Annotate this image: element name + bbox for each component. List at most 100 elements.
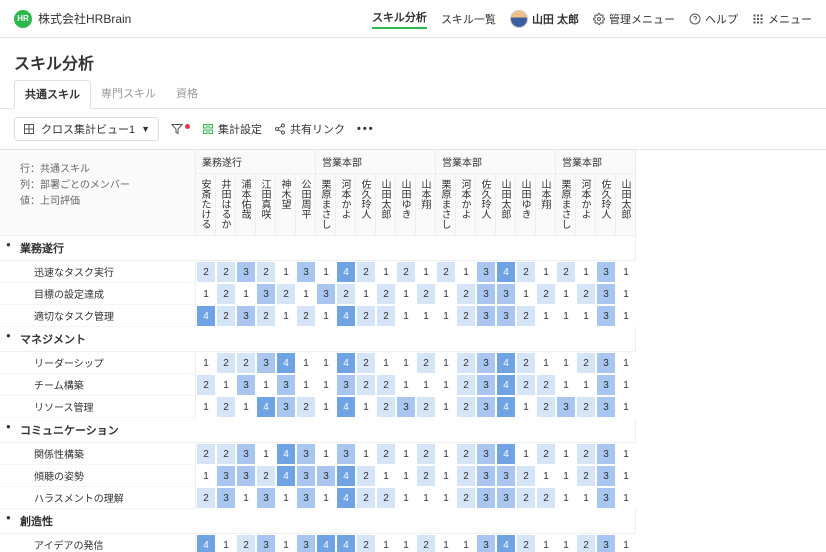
cell[interactable]: 3 xyxy=(476,374,496,396)
cell[interactable]: 2 xyxy=(356,534,376,552)
cell[interactable]: 2 xyxy=(236,534,256,552)
share-link-button[interactable]: 共有リンク xyxy=(274,121,345,137)
cell[interactable]: 1 xyxy=(316,443,336,465)
cell[interactable]: 1 xyxy=(616,487,636,509)
cell[interactable]: 3 xyxy=(216,487,236,509)
cell[interactable]: 1 xyxy=(536,352,556,374)
cell[interactable]: 3 xyxy=(256,283,276,305)
nav-skill-analysis[interactable]: スキル分析 xyxy=(372,9,427,29)
cell[interactable]: 2 xyxy=(416,443,436,465)
cell[interactable]: 1 xyxy=(376,465,396,487)
cell[interactable]: 2 xyxy=(276,283,296,305)
cell[interactable]: 3 xyxy=(596,352,616,374)
cell[interactable]: 1 xyxy=(276,534,296,552)
cell[interactable]: 1 xyxy=(256,443,276,465)
cell[interactable]: 1 xyxy=(536,305,556,327)
cell[interactable]: 1 xyxy=(356,396,376,418)
cell[interactable]: 2 xyxy=(216,352,236,374)
cell[interactable]: 3 xyxy=(276,396,296,418)
cell[interactable]: 1 xyxy=(356,443,376,465)
cell[interactable]: 2 xyxy=(376,283,396,305)
cell[interactable]: 2 xyxy=(356,352,376,374)
cell[interactable]: 1 xyxy=(436,443,456,465)
cell[interactable]: 3 xyxy=(336,443,356,465)
cell[interactable]: 1 xyxy=(616,443,636,465)
cell[interactable]: 2 xyxy=(376,374,396,396)
nav-admin-menu[interactable]: 管理メニュー xyxy=(593,11,675,27)
cell[interactable]: 2 xyxy=(456,443,476,465)
cell[interactable]: 1 xyxy=(196,352,216,374)
cell[interactable]: 3 xyxy=(596,374,616,396)
cell[interactable]: 2 xyxy=(256,261,276,283)
cell[interactable]: 2 xyxy=(216,443,236,465)
cell[interactable]: 3 xyxy=(476,487,496,509)
cell[interactable]: 1 xyxy=(416,374,436,396)
cell[interactable]: 3 xyxy=(256,487,276,509)
cell[interactable]: 2 xyxy=(456,305,476,327)
cell[interactable]: 2 xyxy=(516,487,536,509)
cell[interactable]: 4 xyxy=(196,534,216,552)
cell[interactable]: 3 xyxy=(596,487,616,509)
cell[interactable]: 1 xyxy=(536,465,556,487)
cell[interactable]: 2 xyxy=(536,283,556,305)
category-0[interactable]: ●業務遂行 xyxy=(0,236,636,261)
cell[interactable]: 1 xyxy=(616,261,636,283)
cell[interactable]: 2 xyxy=(376,443,396,465)
cell[interactable]: 2 xyxy=(436,261,456,283)
cell[interactable]: 1 xyxy=(276,487,296,509)
cell[interactable]: 3 xyxy=(476,283,496,305)
cell[interactable]: 1 xyxy=(516,443,536,465)
cell[interactable]: 2 xyxy=(416,283,436,305)
cell[interactable]: 2 xyxy=(356,374,376,396)
cell[interactable]: 4 xyxy=(256,396,276,418)
cell[interactable]: 2 xyxy=(576,534,596,552)
cell[interactable]: 1 xyxy=(376,534,396,552)
cell[interactable]: 1 xyxy=(396,465,416,487)
cell[interactable]: 1 xyxy=(576,305,596,327)
cell[interactable]: 1 xyxy=(516,396,536,418)
cell[interactable]: 1 xyxy=(556,465,576,487)
cell[interactable]: 3 xyxy=(596,465,616,487)
cell[interactable]: 1 xyxy=(436,283,456,305)
category-2[interactable]: ●コミュニケーション xyxy=(0,418,636,443)
cell[interactable]: 2 xyxy=(536,396,556,418)
cell[interactable]: 2 xyxy=(196,374,216,396)
cell[interactable]: 1 xyxy=(296,283,316,305)
cell[interactable]: 2 xyxy=(356,261,376,283)
cell[interactable]: 4 xyxy=(496,443,516,465)
cell[interactable]: 3 xyxy=(296,465,316,487)
cell[interactable]: 3 xyxy=(496,283,516,305)
cell[interactable]: 3 xyxy=(256,352,276,374)
cell[interactable]: 1 xyxy=(356,283,376,305)
cell[interactable]: 1 xyxy=(556,374,576,396)
cell[interactable]: 1 xyxy=(376,261,396,283)
cell[interactable]: 2 xyxy=(456,487,476,509)
cell[interactable]: 4 xyxy=(336,305,356,327)
cell[interactable]: 1 xyxy=(256,374,276,396)
cell[interactable]: 1 xyxy=(556,352,576,374)
cell[interactable]: 1 xyxy=(616,352,636,374)
cell[interactable]: 1 xyxy=(396,352,416,374)
cell[interactable]: 3 xyxy=(476,305,496,327)
cell[interactable]: 1 xyxy=(236,283,256,305)
cell[interactable]: 3 xyxy=(316,465,336,487)
cell[interactable]: 1 xyxy=(196,283,216,305)
cell[interactable]: 1 xyxy=(456,534,476,552)
tab-0[interactable]: 共通スキル xyxy=(14,80,91,109)
cell[interactable]: 3 xyxy=(396,396,416,418)
cell[interactable]: 2 xyxy=(216,305,236,327)
cell[interactable]: 3 xyxy=(596,534,616,552)
cell[interactable]: 3 xyxy=(476,443,496,465)
cell[interactable]: 1 xyxy=(236,487,256,509)
cell[interactable]: 3 xyxy=(276,374,296,396)
matrix-scroll[interactable]: 行：共通スキル列：部署ごとのメンバー値：上司評価業務遂行営業本部営業本部営業本部… xyxy=(0,150,826,552)
cell[interactable]: 1 xyxy=(436,534,456,552)
cell[interactable]: 4 xyxy=(496,261,516,283)
cell[interactable]: 2 xyxy=(536,443,556,465)
cell[interactable]: 2 xyxy=(456,396,476,418)
cell[interactable]: 3 xyxy=(476,352,496,374)
cell[interactable]: 4 xyxy=(496,374,516,396)
cell[interactable]: 3 xyxy=(296,487,316,509)
cell[interactable]: 1 xyxy=(296,352,316,374)
cell[interactable]: 2 xyxy=(216,261,236,283)
